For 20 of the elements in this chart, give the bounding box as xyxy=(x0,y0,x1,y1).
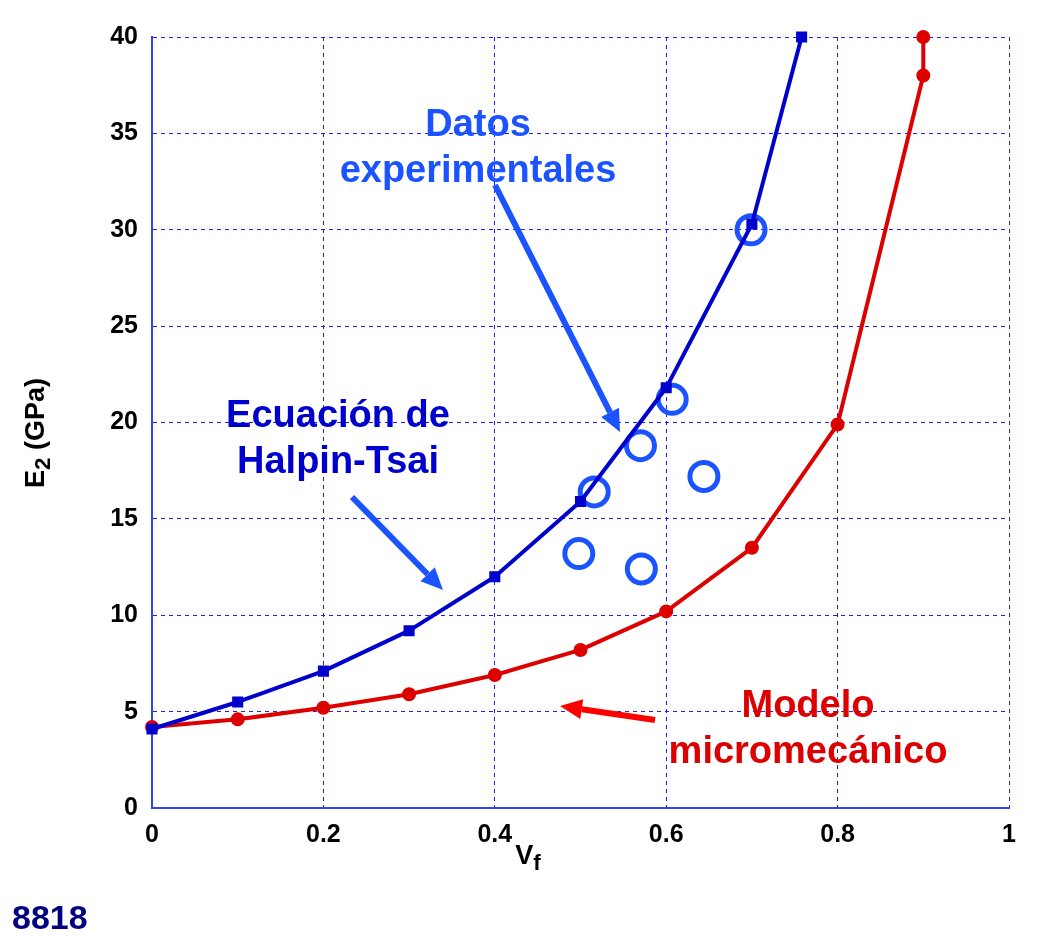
x-tick-label: 0.4 xyxy=(477,818,513,847)
x-tick-label: 1 xyxy=(1002,818,1017,847)
y-tick-label: 15 xyxy=(110,502,139,531)
x-tick-label: 0.8 xyxy=(820,818,856,847)
y-tick-label: 0 xyxy=(124,791,138,820)
y-tick-label: 10 xyxy=(110,599,138,628)
y-tick-label: 20 xyxy=(110,406,138,435)
y-tick-label: 35 xyxy=(110,117,139,146)
y-tick-label: 25 xyxy=(110,310,139,339)
y-tick-label: 30 xyxy=(110,213,138,242)
x-axis-title: V$_{f}$ xyxy=(515,840,541,877)
y-tick-label: 5 xyxy=(124,695,139,724)
series-label: Modelo micromecánico xyxy=(667,682,949,773)
text: 8818 xyxy=(12,898,88,936)
y-tick-label: 40 xyxy=(110,20,138,49)
text: Ecuación de Halpin-Tsai xyxy=(225,392,451,483)
x-tick-label: 0.2 xyxy=(306,818,341,847)
x-tick-label: 0 xyxy=(145,818,159,847)
text: Datos experimentales xyxy=(338,101,618,192)
x-tick-label: 0.6 xyxy=(648,818,684,847)
